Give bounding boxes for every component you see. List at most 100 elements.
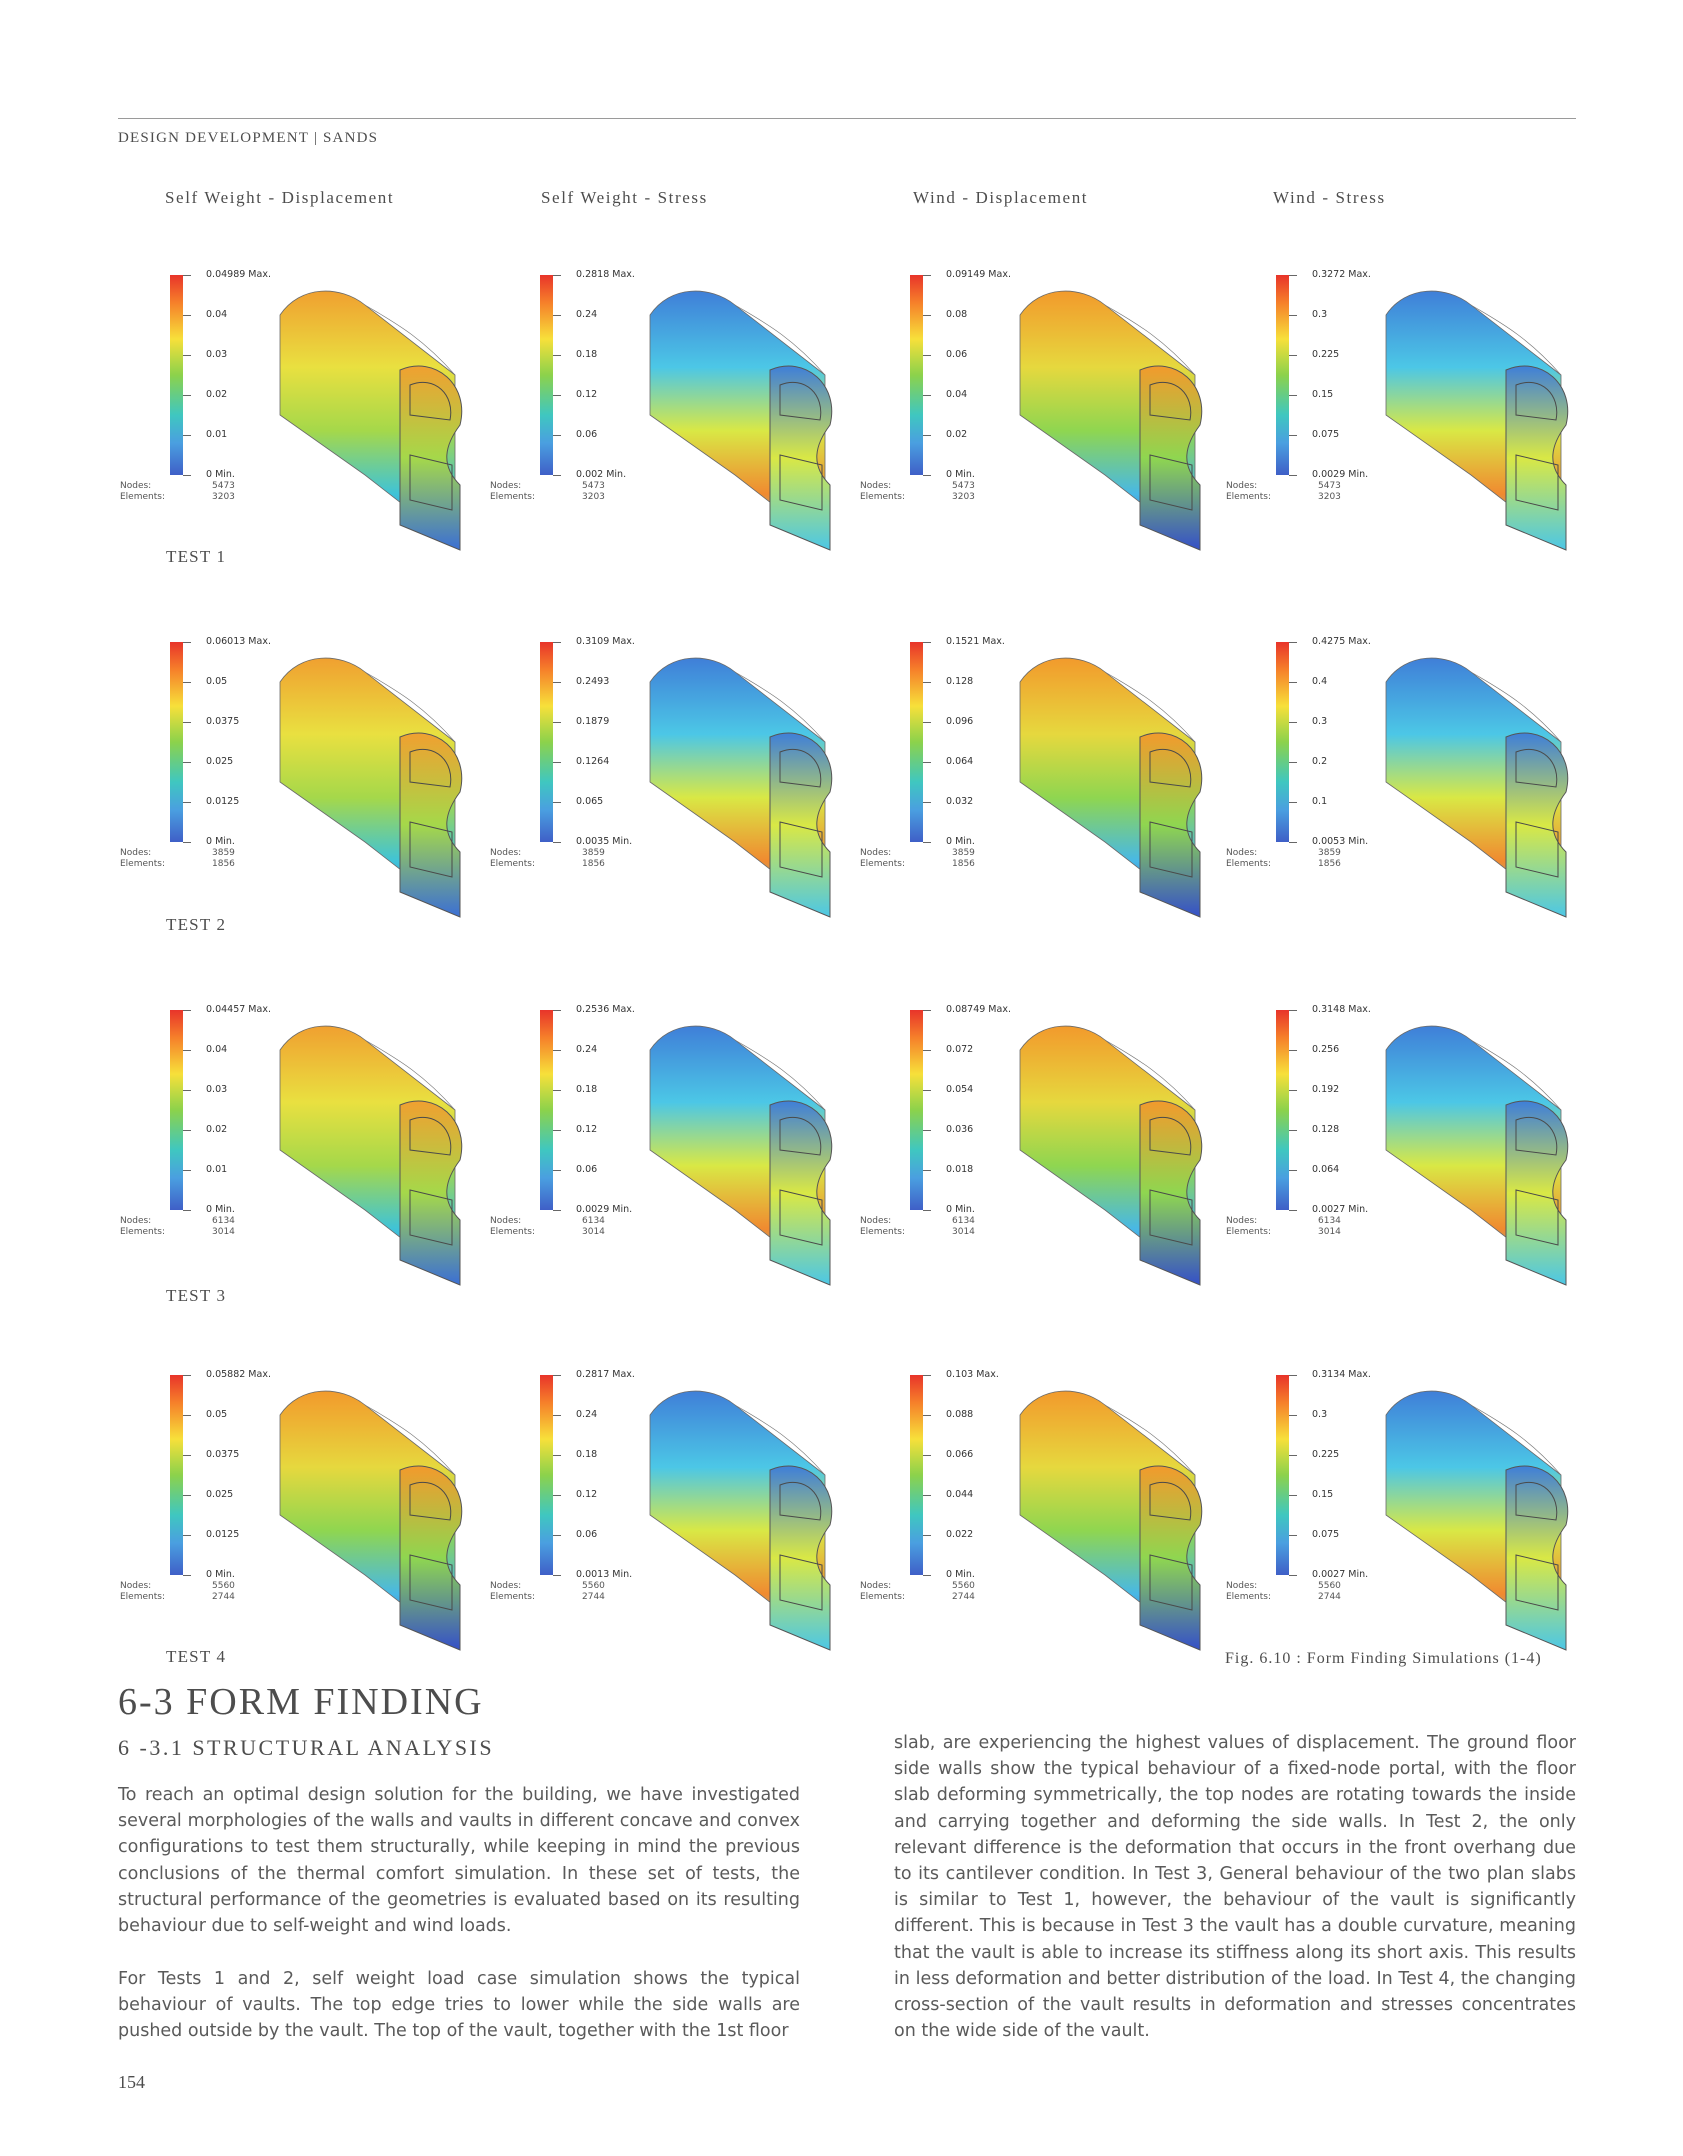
scale-tick xyxy=(1289,1375,1297,1376)
scale-tick-label: 0.24 xyxy=(576,1044,598,1055)
mesh-stats: Nodes: 5473 Elements: 3203 xyxy=(490,481,605,503)
scale-tick xyxy=(1289,682,1297,683)
scale-tick-label: 0.0125 xyxy=(206,796,240,807)
vault-model-image xyxy=(1019,1025,1203,1286)
vault-model-image xyxy=(279,1025,463,1286)
scale-tick-label: 0.2818 Max. xyxy=(576,269,635,280)
color-scale-bar xyxy=(170,1010,183,1210)
scale-tick xyxy=(1289,802,1297,803)
scale-tick xyxy=(1289,842,1297,843)
elements-label: Elements: xyxy=(860,859,905,869)
scale-tick xyxy=(923,1375,931,1376)
scale-tick-label: 0.3134 Max. xyxy=(1312,1369,1371,1380)
elements-label: Elements: xyxy=(120,492,165,502)
scale-tick-label: 0.1264 xyxy=(576,756,610,767)
scale-tick xyxy=(923,1575,931,1576)
nodes-value: 5473 xyxy=(582,481,605,491)
header-rule xyxy=(118,118,1576,119)
scale-tick-label: 0.0027 Min. xyxy=(1312,1569,1369,1580)
scale-tick xyxy=(923,315,931,316)
scale-tick xyxy=(183,1415,191,1416)
elements-value: 3014 xyxy=(212,1227,235,1237)
elements-value: 3203 xyxy=(212,492,235,502)
elements-label: Elements: xyxy=(120,1592,165,1602)
elements-value: 2744 xyxy=(1318,1592,1341,1602)
mesh-stats: Nodes: 5473 Elements: 3203 xyxy=(1226,481,1341,503)
scale-tick-label: 0.225 xyxy=(1312,1449,1340,1460)
simulation-panel: 0.1521 Max. 0.128 0.096 0.064 0.032 0 Min. Nod… xyxy=(860,612,1230,927)
nodes-value: 3859 xyxy=(1318,848,1341,858)
scale-tick xyxy=(1289,1210,1297,1211)
scale-tick-label: 0.02 xyxy=(206,389,228,400)
nodes-label: Nodes: xyxy=(490,1581,522,1591)
scale-tick xyxy=(553,315,561,316)
color-scale-bar xyxy=(540,642,553,842)
scale-tick xyxy=(1289,1090,1297,1091)
elements-label: Elements: xyxy=(860,1227,905,1237)
scale-tick xyxy=(183,1130,191,1131)
nodes-label: Nodes: xyxy=(120,481,152,491)
simulation-panel: 0.2536 Max. 0.24 0.18 0.12 0.06 0.0029 Min. No… xyxy=(490,980,860,1295)
color-scale-bar xyxy=(1276,1375,1289,1575)
scale-tick-label: 0 Min. xyxy=(946,1569,975,1580)
scale-tick xyxy=(183,1010,191,1011)
nodes-value: 6134 xyxy=(212,1216,235,1226)
scale-tick-label: 0.05882 Max. xyxy=(206,1369,271,1380)
scale-tick xyxy=(1289,1050,1297,1051)
nodes-value: 5560 xyxy=(582,1581,605,1591)
scale-tick-label: 0.05 xyxy=(206,676,228,687)
scale-tick-label: 0.3 xyxy=(1312,1409,1328,1420)
mesh-stats: Nodes: 3859 Elements: 1856 xyxy=(120,848,235,870)
scale-tick xyxy=(183,1170,191,1171)
scale-tick-label: 0.02 xyxy=(206,1124,228,1135)
scale-tick xyxy=(923,1010,931,1011)
simulation-panel: 0.08749 Max. 0.072 0.054 0.036 0.018 0 Min. No… xyxy=(860,980,1230,1295)
simulation-panel: 0.2817 Max. 0.24 0.18 0.12 0.06 0.0013 Min. No… xyxy=(490,1345,860,1660)
elements-label: Elements: xyxy=(490,1592,535,1602)
scale-tick-label: 0.0013 Min. xyxy=(576,1569,633,1580)
scale-tick xyxy=(183,475,191,476)
scale-tick xyxy=(923,1495,931,1496)
scale-tick-label: 0.4 xyxy=(1312,676,1328,687)
color-scale-bar xyxy=(910,1375,923,1575)
scale-tick xyxy=(183,1455,191,1456)
elements-value: 3203 xyxy=(1318,492,1341,502)
scale-tick xyxy=(183,315,191,316)
color-scale-bar xyxy=(910,1010,923,1210)
scale-tick xyxy=(183,802,191,803)
scale-tick xyxy=(923,802,931,803)
scale-tick-label: 0.0029 Min. xyxy=(1312,469,1369,480)
scale-tick xyxy=(183,1090,191,1091)
scale-tick-label: 0 Min. xyxy=(206,1569,235,1580)
color-scale-bar xyxy=(170,642,183,842)
vault-model-image xyxy=(279,657,463,918)
vault-model-image xyxy=(279,290,463,551)
body-paragraph-2: For Tests 1 and 2, self weight load case… xyxy=(118,1969,800,2042)
scale-tick-label: 0.08 xyxy=(946,309,968,320)
vault-model-image xyxy=(649,1390,833,1651)
mesh-stats: Nodes: 5560 Elements: 2744 xyxy=(120,1581,235,1603)
scale-tick-label: 0.04989 Max. xyxy=(206,269,271,280)
scale-tick xyxy=(553,802,561,803)
scale-tick xyxy=(1289,355,1297,356)
scale-tick-label: 0.0029 Min. xyxy=(576,1204,633,1215)
scale-tick-label: 0.088 xyxy=(946,1409,974,1420)
vault-model-image xyxy=(1019,1390,1203,1651)
test-label-2: TEST 2 xyxy=(166,915,227,934)
simulation-panel: 0.3109 Max. 0.2493 0.1879 0.1264 0.065 0.0035… xyxy=(490,612,860,927)
mesh-stats: Nodes: 6134 Elements: 3014 xyxy=(1226,1216,1341,1238)
scale-tick xyxy=(553,722,561,723)
test-label-1: TEST 1 xyxy=(166,547,227,566)
scale-tick-label: 0.3272 Max. xyxy=(1312,269,1371,280)
scale-tick xyxy=(183,842,191,843)
scale-tick xyxy=(923,762,931,763)
scale-tick-label: 0.08749 Max. xyxy=(946,1004,1011,1015)
scale-tick-label: 0.04 xyxy=(946,389,968,400)
scale-tick-label: 0.256 xyxy=(1312,1044,1340,1055)
elements-label: Elements: xyxy=(1226,1592,1271,1602)
scale-tick xyxy=(183,1495,191,1496)
scale-tick-label: 0.066 xyxy=(946,1449,974,1460)
subsection-title: 6 -3.1 STRUCTURAL ANALYSIS xyxy=(118,1735,495,1760)
scale-tick xyxy=(923,435,931,436)
scale-tick-label: 0.3148 Max. xyxy=(1312,1004,1371,1015)
